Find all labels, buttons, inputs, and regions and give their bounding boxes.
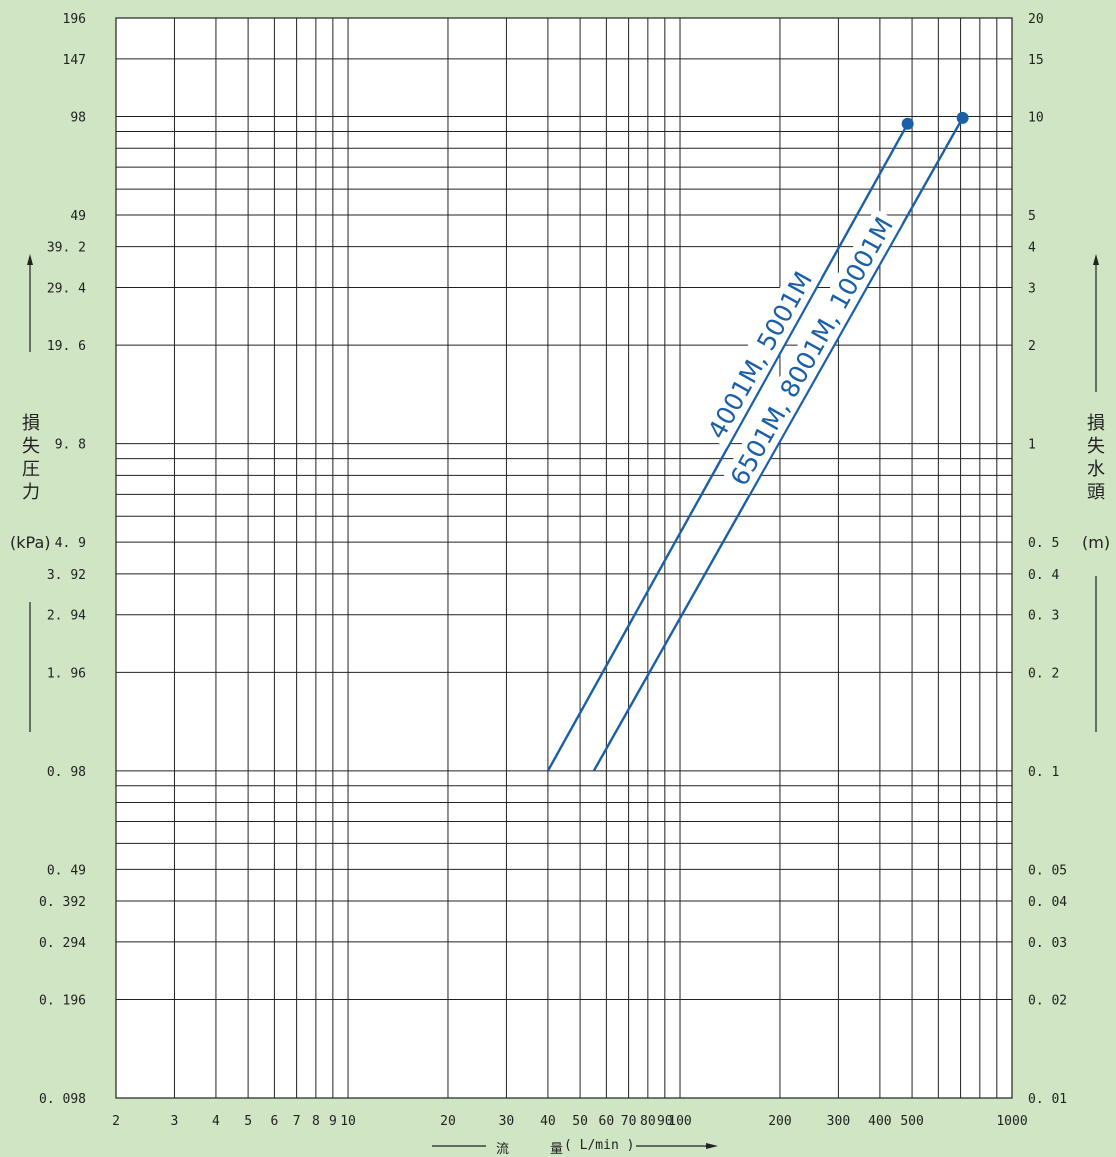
y-left-tick-label: 0. 98 <box>47 765 86 780</box>
y-right-tick-label: 0. 05 <box>1028 863 1067 878</box>
x-tick-label: 9 <box>329 1114 337 1129</box>
series-end-marker <box>901 117 914 130</box>
right-axis-char: 水 <box>1087 459 1105 480</box>
y-left-tick-label: 0. 294 <box>39 936 86 951</box>
x-tick-label: 20 <box>440 1114 456 1129</box>
left-axis-char: 損 <box>22 413 40 434</box>
x-tick-label: 5 <box>244 1114 252 1129</box>
left-axis-char: 力 <box>22 482 40 503</box>
y-left-tick-label: 9. 8 <box>55 438 86 453</box>
series-end-marker <box>956 111 969 124</box>
y-left-tick-label: 147 <box>63 53 86 68</box>
x-tick-label: 40 <box>540 1114 556 1129</box>
x-tick-label: 8 <box>312 1114 320 1129</box>
x-tick-label: 300 <box>827 1114 850 1129</box>
y-right-tick-label: 1 <box>1028 438 1036 453</box>
y-right-tick-label: 3 <box>1028 282 1036 297</box>
plot-background <box>116 18 1012 1098</box>
right-axis-title: 損 失 水 頭 <box>1084 412 1108 504</box>
y-left-tick-label: 3. 92 <box>47 568 86 583</box>
plot-frame <box>115 17 1013 1099</box>
y-right-tick-label: 10 <box>1028 110 1044 125</box>
left-axis-char: 圧 <box>22 459 40 480</box>
y-right-tick-label: 0. 1 <box>1028 765 1059 780</box>
y-left-tick-label: 29. 4 <box>47 282 86 297</box>
series-line <box>546 123 909 772</box>
y-right-tick-label: 0. 02 <box>1028 994 1067 1009</box>
y-right-tick-label: 0. 4 <box>1028 568 1059 583</box>
x-tick-label: 400 <box>868 1114 891 1129</box>
y-right-tick-label: 20 <box>1028 12 1044 27</box>
x-tick-label: 10 <box>340 1114 356 1129</box>
y-left-tick-label: 19. 6 <box>47 339 86 354</box>
x-tick-label: 4 <box>212 1114 220 1129</box>
x-tick-label: 1000 <box>996 1114 1027 1129</box>
left-axis-unit: (kPa) <box>10 533 51 552</box>
right-axis-char: 損 <box>1087 413 1105 434</box>
y-left-tick-label: 4. 9 <box>55 536 86 551</box>
x-tick-label: 500 <box>900 1114 923 1129</box>
x-axis-title-char1: 流 <box>496 1142 510 1157</box>
x-tick-label: 2 <box>112 1114 120 1129</box>
y-left-tick-label: 2. 94 <box>47 609 86 624</box>
x-tick-label: 90 <box>657 1114 673 1129</box>
left-tick-labels: 196 147 98 49 39. 2 29. 4 19. 6 9. 8 4. 9 3. 92 2.… <box>39 12 86 1107</box>
right-axis-unit: (m) <box>1082 533 1111 552</box>
y-left-tick-label: 39. 2 <box>47 241 86 256</box>
y-left-tick-label: 196 <box>63 12 86 27</box>
y-right-tick-label: 15 <box>1028 53 1044 68</box>
x-tick-label: 80 <box>640 1114 656 1129</box>
y-left-tick-label: 0. 49 <box>47 863 86 878</box>
x-tick-label: 200 <box>768 1114 791 1129</box>
left-axis-title: 損 失 圧 力 <box>19 412 43 504</box>
y-right-tick-label: 0. 3 <box>1028 609 1059 624</box>
y-left-tick-label: 1. 96 <box>47 666 86 681</box>
y-right-tick-label: 0. 04 <box>1028 895 1067 910</box>
x-tick-label: 70 <box>621 1114 637 1129</box>
x-tick-label: 3 <box>171 1114 179 1129</box>
x-axis-title-char2: 量 <box>550 1142 564 1157</box>
y-right-tick-label: 2 <box>1028 339 1036 354</box>
x-tick-label: 60 <box>599 1114 615 1129</box>
y-right-tick-label: 0. 01 <box>1028 1092 1067 1107</box>
y-left-tick-label: 0. 196 <box>39 994 86 1009</box>
y-right-tick-label: 0. 03 <box>1028 936 1067 951</box>
series-label-background <box>721 208 902 495</box>
y-right-tick-label: 4 <box>1028 241 1036 256</box>
y-left-tick-label: 0. 098 <box>39 1092 86 1107</box>
right-tick-labels: 20 15 10 5 4 3 2 1 0. 5 0. 4 0. 3 0. 2 0. 1 0. 05 0. 0… <box>1028 12 1067 1107</box>
x-axis-title-unit: ( L/min ) <box>564 1138 635 1153</box>
left-arrow-head <box>27 254 33 265</box>
y-right-tick-label: 0. 2 <box>1028 666 1059 681</box>
y-left-tick-label: 98 <box>70 110 86 125</box>
right-axis-char: 頭 <box>1087 482 1105 503</box>
y-left-tick-label: 49 <box>70 209 86 224</box>
x-tick-label: 30 <box>499 1114 515 1129</box>
y-right-tick-label: 5 <box>1028 209 1036 224</box>
y-left-tick-label: 0. 392 <box>39 895 86 910</box>
series-line <box>592 117 964 772</box>
right-arrow-head <box>1093 254 1099 265</box>
x-tick-label: 7 <box>293 1114 301 1129</box>
x-tick-label: 100 <box>668 1114 691 1129</box>
left-axis-char: 失 <box>22 436 40 457</box>
x-title-arrow-head <box>706 1143 718 1149</box>
x-tick-label: 6 <box>270 1114 278 1129</box>
series-label-background <box>699 262 821 448</box>
x-tick-label: 50 <box>572 1114 588 1129</box>
y-right-tick-label: 0. 5 <box>1028 536 1059 551</box>
right-axis-char: 失 <box>1087 436 1105 457</box>
